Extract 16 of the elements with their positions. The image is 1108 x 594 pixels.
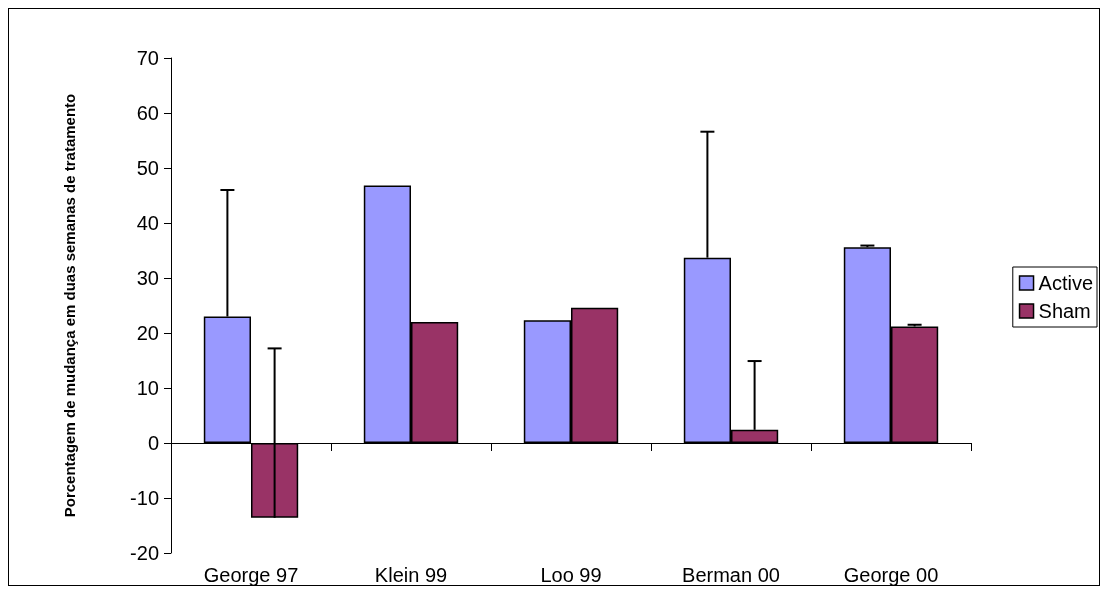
y-tick-label: 60 — [136, 102, 159, 124]
legend-label: Sham — [1038, 300, 1091, 322]
y-tick-label: 40 — [136, 212, 159, 234]
legend-label: Active — [1038, 272, 1094, 294]
y-tick-label: -20 — [130, 542, 159, 564]
x-tick-label: Loo 99 — [540, 564, 602, 586]
y-tick-label: 10 — [136, 377, 159, 399]
y-axis-title: Porcentagem de mudança em duas semanas de tratamento — [60, 93, 78, 518]
y-tick-label: 20 — [136, 322, 159, 344]
x-tick-label: Berman 00 — [682, 564, 780, 586]
y-tick-label: 30 — [136, 267, 159, 289]
y-tick-label: -10 — [130, 487, 159, 509]
y-tick-label: 50 — [136, 157, 159, 179]
x-tick-label: Klein 99 — [374, 564, 448, 586]
y-tick-label: 70 — [136, 47, 159, 69]
y-tick-label: 0 — [147, 432, 159, 454]
